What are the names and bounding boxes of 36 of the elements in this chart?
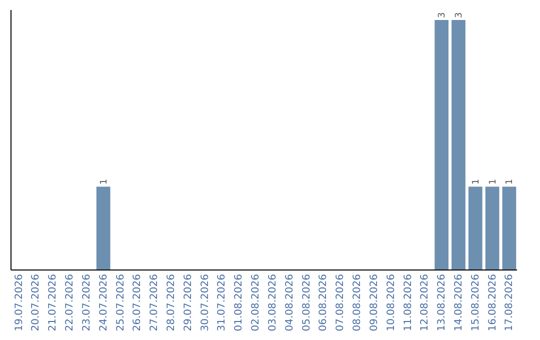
data-label: 1 — [488, 178, 498, 185]
x-tick-label: 15.08.2026 — [470, 274, 482, 332]
x-tick-label: 20.07.2026 — [30, 274, 42, 332]
x-tick-label: 24.07.2026 — [98, 274, 110, 332]
x-tick-label: 26.07.2026 — [132, 274, 144, 332]
x-tick-label: 04.08.2026 — [284, 274, 296, 332]
x-tick-label: 05.08.2026 — [301, 274, 312, 332]
x-tick-label: 28.07.2026 — [166, 274, 177, 332]
x-tick-label: 19.07.2026 — [14, 274, 25, 332]
data-label: 1 — [471, 178, 482, 185]
x-tick-label: 31.07.2026 — [216, 274, 228, 332]
x-tick-label: 10.08.2026 — [386, 274, 397, 332]
x-tick-label: 23.07.2026 — [81, 274, 92, 332]
x-tick-label: 30.07.2026 — [200, 274, 211, 332]
x-tick-label: 11.08.2026 — [402, 274, 414, 332]
x-tick-label: 12.08.2026 — [420, 274, 431, 332]
data-label: 3 — [454, 12, 464, 18]
x-tick-label: 06.08.2026 — [318, 274, 330, 332]
x-tick-label: 01.08.2026 — [234, 274, 245, 332]
x-tick-label: 03.08.2026 — [267, 274, 278, 332]
x-tick-label: 09.08.2026 — [368, 274, 380, 332]
data-label: 1 — [505, 178, 516, 185]
x-tick-label: 25.07.2026 — [115, 274, 126, 332]
x-tick-label: 16.08.2026 — [487, 274, 498, 332]
x-tick-label: 08.08.2026 — [352, 274, 364, 332]
x-tick-label: 13.08.2026 — [436, 274, 448, 332]
x-tick-label: 02.08.2026 — [250, 274, 262, 332]
x-tick-label: 14.08.2026 — [453, 274, 464, 332]
x-tick-label: 27.07.2026 — [149, 274, 160, 332]
data-label: 1 — [99, 178, 110, 185]
x-tick-label: 17.08.2026 — [504, 274, 516, 332]
data-label: 3 — [438, 12, 448, 18]
x-tick-label: 07.08.2026 — [335, 274, 346, 332]
x-tick-label: 22.07.2026 — [64, 274, 76, 332]
x-tick-label: 29.07.2026 — [182, 274, 194, 332]
x-tick-label: 21.07.2026 — [48, 274, 59, 332]
